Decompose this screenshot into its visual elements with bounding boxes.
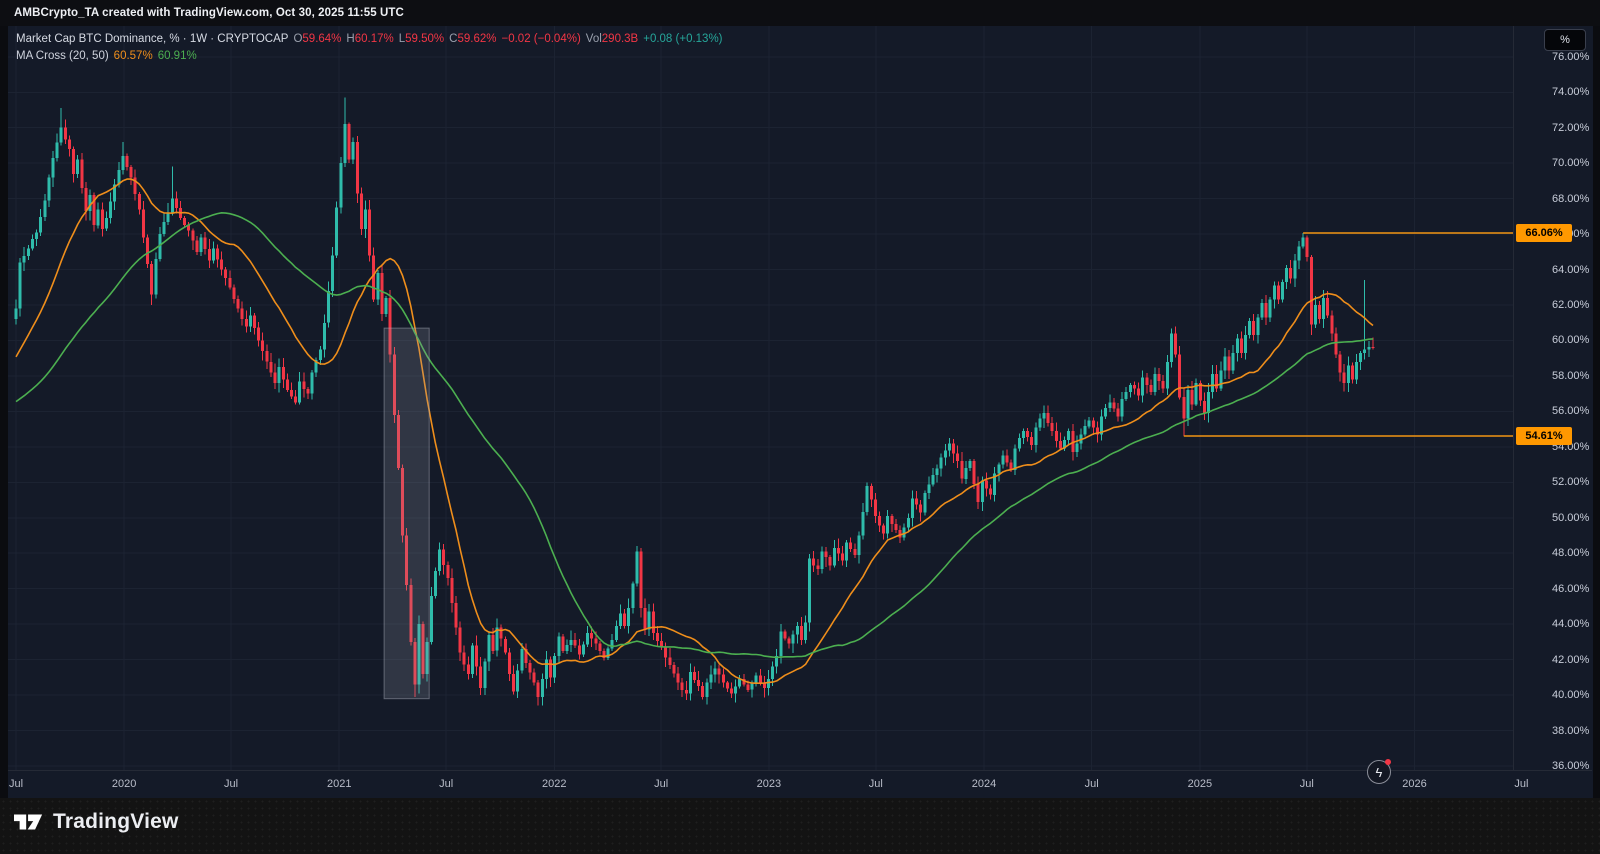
footer-bar: TradingView bbox=[0, 798, 1600, 854]
close-label: C bbox=[449, 33, 458, 45]
market-status-icon[interactable]: ϟ bbox=[1367, 759, 1391, 784]
time-axis-label: Jul bbox=[224, 778, 239, 790]
price-axis-label: 76.00% bbox=[1552, 50, 1590, 63]
price-axis-label: 36.00% bbox=[1552, 760, 1590, 772]
volume-label: Vol bbox=[585, 33, 602, 45]
change-value: −0.02 (−0.04%) bbox=[501, 33, 581, 45]
price-axis-label: 48.00% bbox=[1552, 547, 1590, 560]
ma50-value: 60.91% bbox=[157, 50, 197, 62]
price-axis-label: 44.00% bbox=[1552, 618, 1590, 631]
time-axis-label: Jul bbox=[1084, 778, 1099, 790]
time-axis-label: 2023 bbox=[756, 778, 782, 790]
symbol-title: Market Cap BTC Dominance, % · 1W · CRYPT… bbox=[16, 33, 289, 45]
chart-widget: Market Cap BTC Dominance, % · 1W · CRYPT… bbox=[8, 26, 1593, 799]
time-axis-label: 2025 bbox=[1187, 778, 1213, 790]
high-value: 60.17% bbox=[354, 33, 394, 45]
close-value: 59.62% bbox=[457, 33, 497, 45]
time-axis-label: Jul bbox=[1514, 778, 1529, 790]
resistance-ray-price-chip[interactable]: 66.06% bbox=[1516, 224, 1572, 243]
lightning-icon: ϟ bbox=[1375, 764, 1383, 780]
price-axis-label: 52.00% bbox=[1552, 476, 1590, 489]
price-axis-label: 46.00% bbox=[1552, 582, 1590, 595]
open-value: 59.64% bbox=[302, 33, 342, 45]
price-axis[interactable]: % 76.00%74.00%72.00%70.00%68.00%66.00%64… bbox=[1513, 26, 1593, 798]
ma-cross-label: MA Cross (20, 50) bbox=[16, 50, 109, 62]
price-axis-label: 38.00% bbox=[1552, 724, 1590, 737]
price-axis-label: 42.00% bbox=[1552, 653, 1590, 666]
grid-layer bbox=[8, 26, 1513, 770]
time-axis[interactable]: Jul 2020 Jul 2021 Jul 2022 Jul 2023 Jul 2024 Jul 20… bbox=[8, 770, 1592, 799]
time-axis-label: 2020 bbox=[111, 778, 137, 790]
tradingview-logo-text: TradingView bbox=[53, 810, 179, 833]
time-axis-label: Jul bbox=[868, 778, 883, 790]
ma20-line bbox=[15, 178, 1374, 685]
low-label: L bbox=[398, 33, 406, 45]
price-axis-label: 72.00% bbox=[1552, 121, 1590, 134]
candles-layer bbox=[14, 97, 1375, 706]
snapshot-title-bar: AMBCrypto_TA created with TradingView.co… bbox=[0, 0, 1600, 26]
low-value: 59.50% bbox=[405, 33, 445, 45]
time-axis-label: Jul bbox=[8, 778, 24, 790]
ma50-line bbox=[15, 212, 1374, 659]
support-ray-price-chip[interactable]: 54.61% bbox=[1516, 427, 1572, 446]
price-axis-label: 56.00% bbox=[1552, 405, 1590, 418]
time-axis-label: Jul bbox=[654, 778, 669, 790]
price-axis-label: 60.00% bbox=[1552, 334, 1590, 347]
price-axis-label: 64.00% bbox=[1552, 263, 1590, 276]
snapshot-title: AMBCrypto_TA created with TradingView.co… bbox=[14, 7, 404, 19]
legend-symbol-row[interactable]: Market Cap BTC Dominance, % · 1W · CRYPT… bbox=[16, 31, 723, 48]
price-axis-label: 68.00% bbox=[1552, 192, 1590, 205]
time-axis-label: 2022 bbox=[542, 778, 567, 790]
candlestick-chart bbox=[8, 26, 1513, 770]
time-axis-label: Jul bbox=[439, 778, 454, 790]
high-label: H bbox=[346, 33, 355, 45]
chart-plot-area[interactable] bbox=[8, 26, 1513, 770]
volume-change-value: +0.08 (+0.13%) bbox=[643, 33, 723, 45]
time-axis-label: Jul bbox=[1299, 778, 1314, 790]
tradingview-logo-mark bbox=[14, 814, 43, 830]
notification-dot bbox=[1385, 759, 1391, 765]
time-axis-label: 2026 bbox=[1402, 778, 1427, 790]
price-axis-label: 70.00% bbox=[1552, 157, 1590, 170]
legend-ma-row[interactable]: MA Cross (20, 50) 60.57% 60.91% bbox=[16, 48, 723, 65]
price-unit-button[interactable]: % bbox=[1544, 29, 1586, 51]
time-axis-label: 2024 bbox=[971, 778, 997, 790]
open-label: O bbox=[293, 33, 303, 45]
price-axis-label: 62.00% bbox=[1552, 299, 1590, 312]
ma20-value: 60.57% bbox=[113, 50, 153, 62]
price-axis-label: 58.00% bbox=[1552, 369, 1590, 382]
chart-legend: Market Cap BTC Dominance, % · 1W · CRYPT… bbox=[16, 31, 723, 65]
time-axis-label: 2021 bbox=[326, 778, 352, 790]
tradingview-logo[interactable]: TradingView bbox=[14, 810, 179, 834]
volume-value: 290.3B bbox=[601, 33, 639, 45]
price-axis-label: 40.00% bbox=[1552, 689, 1590, 702]
price-axis-label: 50.00% bbox=[1552, 511, 1590, 524]
highlight-box[interactable] bbox=[383, 327, 430, 700]
price-axis-label: 74.00% bbox=[1552, 86, 1590, 99]
ray-lines[interactable] bbox=[1183, 232, 1513, 437]
